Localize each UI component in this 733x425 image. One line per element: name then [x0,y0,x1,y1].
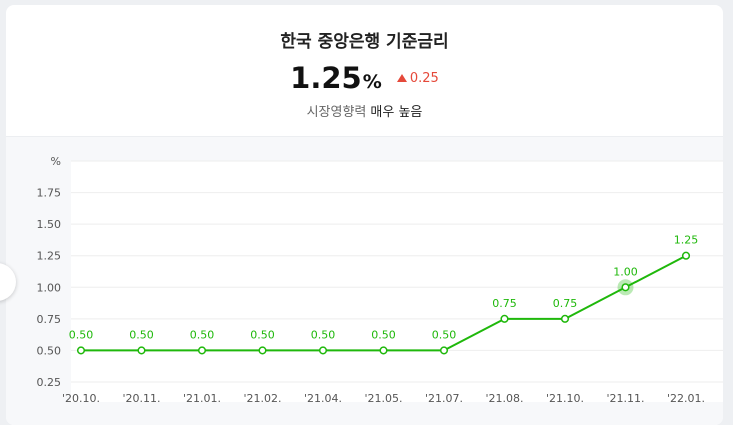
x-tick-label: '20.11. [122,392,160,405]
data-label: 0.50 [69,328,94,341]
y-tick-label: 1.75 [37,187,62,200]
data-label: 0.50 [432,328,457,341]
data-label: 0.50 [129,328,154,341]
rate-change: 0.25 [396,71,439,86]
x-tick-label: '21.08. [485,392,523,405]
influence-label: 시장영향력 [306,105,367,120]
data-point [439,346,449,355]
data-point [379,346,388,355]
y-axis-unit: % [51,155,61,168]
y-tick-label: 0.50 [37,344,62,357]
card-header: 한국 중앙은행 기준금리 1.25% 0.25 시장영향력 매우 높음 [6,5,723,137]
scroll-handle[interactable] [0,263,16,301]
y-tick-label: 1.25 [37,250,62,263]
data-label: 1.25 [674,234,699,247]
data-point [560,314,570,323]
chart-area: % 0.25 0.50 0.75 1.00 1.25 1.50 1.75 '20.10. '20.… [6,136,723,425]
y-tick-label: 0.25 [37,376,62,389]
rate-row: 1.25% 0.25 [6,61,723,95]
data-label: 0.50 [311,328,336,341]
data-point [76,346,86,355]
plot-background [71,161,723,402]
x-tick-label: '21.01. [183,392,221,405]
x-tick-label: '21.05. [364,392,402,405]
y-tick-label: 0.75 [37,313,62,326]
x-tick-label: '21.02. [243,392,281,405]
data-point [318,346,328,355]
rate-change-value: 0.25 [409,71,439,86]
x-tick-label: '20.10. [62,392,100,405]
x-tick-label: '21.07. [425,392,463,405]
x-tick-label: '21.10. [546,392,584,405]
data-point [681,251,691,260]
rate-value: 1.25 [290,61,362,95]
x-tick-label: '22.01. [667,392,705,405]
data-label: 0.50 [190,328,215,341]
data-label: 0.50 [250,328,275,341]
data-label: 0.75 [492,297,517,310]
data-point [258,346,267,355]
market-influence: 시장영향력 매우 높음 [6,101,723,120]
data-point [137,346,146,355]
data-point [621,283,630,292]
rate-line-chart[interactable]: % 0.25 0.50 0.75 1.00 1.25 1.50 1.75 '20.10. '20.… [6,137,723,425]
y-tick-label: 1.50 [37,218,62,231]
rate-unit: % [362,71,382,93]
interest-rate-card: 한국 중앙은행 기준금리 1.25% 0.25 시장영향력 매우 높음 % 0.25… [6,5,723,425]
x-tick-label: '21.04. [304,392,342,405]
triangle-up-icon [396,74,407,82]
data-label: 0.75 [553,297,578,310]
data-point [197,346,207,355]
page-title: 한국 중앙은행 기준금리 [280,32,449,52]
data-label: 1.00 [613,265,638,278]
x-tick-label: '21.11. [606,392,644,405]
y-tick-label: 1.00 [37,281,62,294]
influence-level: 매우 높음 [370,105,423,120]
data-point [500,314,509,323]
data-label: 0.50 [371,328,396,341]
